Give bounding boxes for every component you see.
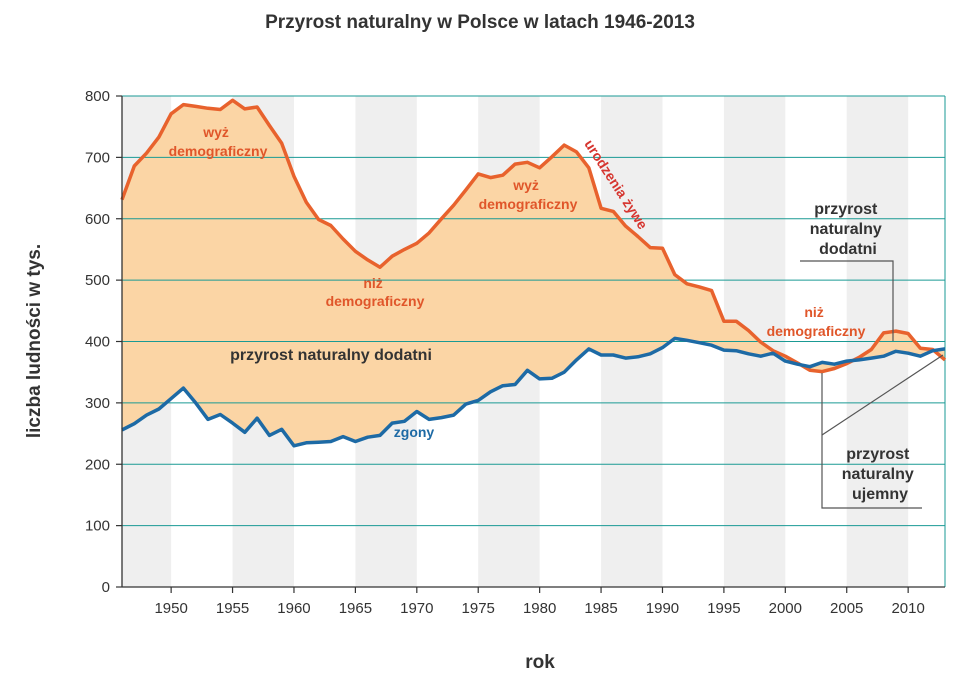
axes: 0 100 200 300 400 500 600 700 800 1950 1955 1960 196…	[85, 88, 945, 617]
y-tick-label-100: 100	[85, 518, 110, 535]
x-tick-label-1970: 1970	[400, 600, 433, 617]
x-tick-label-1950: 1950	[154, 600, 187, 617]
positive-growth-box-label: przyrost naturalny dodatni	[810, 201, 886, 258]
chart-title: Przyrost naturalny w Polsce w latach 194…	[265, 12, 695, 33]
series-lines	[120, 98, 947, 448]
natural-growth-area	[122, 100, 945, 446]
wyz-label-1: wyż demograficzny	[169, 124, 268, 159]
deaths-label: zgony	[394, 424, 435, 440]
births-line	[120, 98, 947, 374]
deaths-line	[121, 336, 946, 448]
x-axis-title: rok	[525, 652, 555, 673]
x-tick-label-2000: 2000	[769, 600, 802, 617]
y-tick-label-700: 700	[85, 149, 110, 166]
x-tick-label-1985: 1985	[584, 600, 617, 617]
x-tick-label-1995: 1995	[707, 600, 740, 617]
niz-label-2: niż demograficzny	[767, 304, 866, 339]
x-tick-label-1960: 1960	[277, 600, 310, 617]
x-tick-label-1975: 1975	[462, 600, 495, 617]
y-axis-title: liczba ludności w tys.	[24, 244, 45, 438]
negative-growth-pointer-2	[821, 354, 944, 436]
x-tick-label-1955: 1955	[216, 600, 249, 617]
wyz-label-2: wyż demograficzny	[479, 177, 578, 212]
gridlines	[122, 95, 946, 587]
y-tick-label-200: 200	[85, 456, 110, 473]
positive-growth-pointer	[800, 260, 894, 341]
y-tick-label-400: 400	[85, 334, 110, 351]
y-tick-label-0: 0	[102, 579, 110, 596]
x-tick-label-1980: 1980	[523, 600, 556, 617]
x-tick-label-2010: 2010	[891, 600, 924, 617]
negative-growth-box-label: przyrost naturalny ujemny	[842, 446, 918, 503]
positive-growth-label: przyrost naturalny dodatni	[230, 347, 432, 364]
x-tick-label-1965: 1965	[339, 600, 372, 617]
x-tick-label-1990: 1990	[646, 600, 679, 617]
niz-label-1: niż demograficzny	[326, 275, 425, 309]
negative-growth-pointer-1	[821, 373, 922, 509]
x-tick-label-2005: 2005	[830, 600, 863, 617]
growth-fill	[122, 100, 945, 446]
y-tick-label-500: 500	[85, 272, 110, 289]
y-tick-label-800: 800	[85, 88, 110, 105]
y-tick-label-300: 300	[85, 395, 110, 412]
y-tick-label-600: 600	[85, 211, 110, 228]
